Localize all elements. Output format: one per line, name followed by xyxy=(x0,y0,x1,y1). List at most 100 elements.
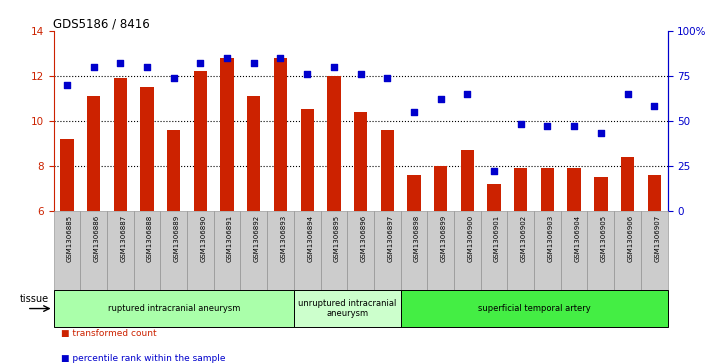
Point xyxy=(141,64,153,70)
Bar xyxy=(87,96,100,211)
Point xyxy=(248,60,259,66)
Bar xyxy=(60,139,74,211)
Bar xyxy=(401,290,668,327)
Point xyxy=(328,64,340,70)
Bar xyxy=(114,78,127,211)
Bar xyxy=(294,290,401,327)
Text: unruptured intracranial
aneurysm: unruptured intracranial aneurysm xyxy=(298,299,396,318)
Text: tissue: tissue xyxy=(20,294,49,305)
Bar xyxy=(568,168,580,211)
Text: ■ transformed count: ■ transformed count xyxy=(61,329,156,338)
Point xyxy=(61,82,73,87)
Bar xyxy=(221,58,233,211)
Text: GSM1306891: GSM1306891 xyxy=(227,215,233,262)
Text: GSM1306889: GSM1306889 xyxy=(174,215,180,262)
Text: GSM1306886: GSM1306886 xyxy=(94,215,99,262)
Bar xyxy=(54,211,80,290)
Bar xyxy=(381,130,394,211)
Point xyxy=(648,103,660,109)
Text: superficial temporal artery: superficial temporal artery xyxy=(478,304,590,313)
Bar xyxy=(588,211,614,290)
Point xyxy=(488,168,500,174)
Text: GSM1306904: GSM1306904 xyxy=(574,215,580,262)
Bar xyxy=(187,211,213,290)
Bar xyxy=(434,166,448,211)
Text: ruptured intracranial aneurysm: ruptured intracranial aneurysm xyxy=(108,304,240,313)
Point xyxy=(114,60,126,66)
Bar xyxy=(354,112,367,211)
Point xyxy=(568,123,580,129)
Point xyxy=(542,123,553,129)
Bar xyxy=(540,168,554,211)
Point xyxy=(408,109,420,115)
Text: GSM1306907: GSM1306907 xyxy=(654,215,660,262)
Text: GSM1306887: GSM1306887 xyxy=(120,215,126,262)
Text: GSM1306893: GSM1306893 xyxy=(281,215,286,262)
Point xyxy=(355,71,366,77)
Bar xyxy=(213,211,241,290)
Point xyxy=(88,64,99,70)
Bar xyxy=(294,211,321,290)
Bar xyxy=(454,211,481,290)
Bar xyxy=(407,175,421,211)
Text: GSM1306903: GSM1306903 xyxy=(548,215,553,262)
Bar xyxy=(534,211,560,290)
Point xyxy=(381,75,393,81)
Bar xyxy=(54,290,294,327)
Bar xyxy=(247,96,261,211)
Text: GSM1306896: GSM1306896 xyxy=(361,215,366,262)
Text: GSM1306899: GSM1306899 xyxy=(441,215,447,262)
Bar xyxy=(641,211,668,290)
Point xyxy=(622,91,633,97)
Text: GSM1306900: GSM1306900 xyxy=(468,215,473,262)
Point xyxy=(195,60,206,66)
Bar xyxy=(488,184,501,211)
Text: GSM1306906: GSM1306906 xyxy=(628,215,633,262)
Text: GSM1306898: GSM1306898 xyxy=(414,215,420,262)
Bar xyxy=(401,211,427,290)
Bar xyxy=(648,175,661,211)
Text: GSM1306895: GSM1306895 xyxy=(334,215,340,262)
Bar xyxy=(161,211,187,290)
Bar xyxy=(141,87,154,211)
Bar xyxy=(267,211,294,290)
Point xyxy=(462,91,473,97)
Bar xyxy=(374,211,401,290)
Text: GSM1306905: GSM1306905 xyxy=(601,215,607,262)
Bar xyxy=(80,211,107,290)
Bar xyxy=(514,168,528,211)
Text: GSM1306902: GSM1306902 xyxy=(521,215,527,262)
Bar xyxy=(427,211,454,290)
Bar xyxy=(134,211,161,290)
Bar xyxy=(621,156,634,211)
Point xyxy=(435,96,446,102)
Bar xyxy=(327,76,341,211)
Text: GSM1306901: GSM1306901 xyxy=(494,215,500,262)
Bar xyxy=(107,211,134,290)
Point xyxy=(301,71,313,77)
Point xyxy=(595,130,607,136)
Point xyxy=(221,55,233,61)
Text: ■ percentile rank within the sample: ■ percentile rank within the sample xyxy=(61,354,225,363)
Bar xyxy=(321,211,347,290)
Bar xyxy=(301,110,314,211)
Text: GSM1306892: GSM1306892 xyxy=(253,215,260,262)
Point xyxy=(515,121,526,127)
Bar xyxy=(273,58,287,211)
Bar xyxy=(461,150,474,211)
Text: GSM1306890: GSM1306890 xyxy=(201,215,206,262)
Text: GSM1306888: GSM1306888 xyxy=(147,215,153,262)
Bar xyxy=(614,211,641,290)
Bar xyxy=(481,211,508,290)
Bar xyxy=(594,177,608,211)
Text: GSM1306885: GSM1306885 xyxy=(67,215,73,262)
Text: GSM1306894: GSM1306894 xyxy=(307,215,313,262)
Bar xyxy=(347,211,374,290)
Point xyxy=(275,55,286,61)
Text: GSM1306897: GSM1306897 xyxy=(387,215,393,262)
Bar xyxy=(560,211,588,290)
Text: GDS5186 / 8416: GDS5186 / 8416 xyxy=(53,18,150,31)
Bar xyxy=(241,211,267,290)
Point xyxy=(168,75,179,81)
Bar xyxy=(193,71,207,211)
